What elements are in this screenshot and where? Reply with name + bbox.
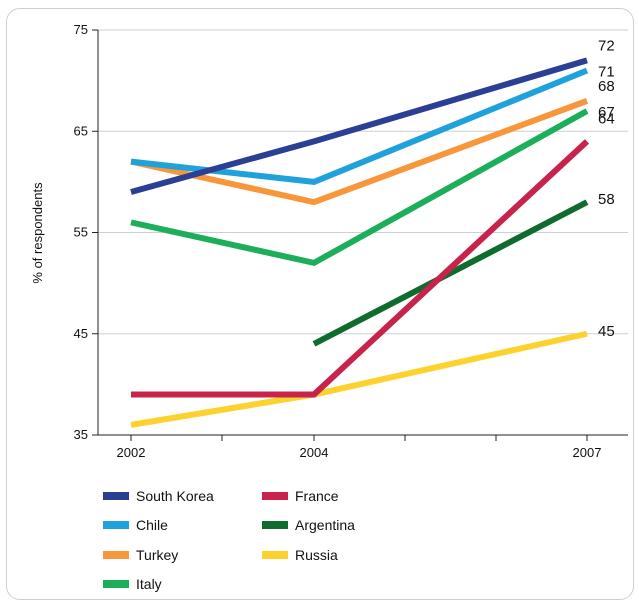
series-line-argentina — [312, 199, 589, 347]
series-line-chile — [130, 67, 589, 185]
x-tick-label: 2002 — [117, 445, 146, 460]
legend-label: Russia — [295, 547, 338, 563]
end-label: 72 — [598, 37, 615, 54]
end-label: 71 — [598, 64, 615, 81]
legend-swatch — [103, 580, 129, 588]
end-label: 58 — [598, 191, 615, 208]
series-line-france — [131, 139, 590, 398]
series-line-italy — [130, 108, 589, 267]
legend-swatch — [103, 492, 129, 500]
legend-label: Chile — [136, 517, 168, 533]
legend-swatch — [262, 492, 288, 500]
legend: South Korea Chile Turkey Italy France Argenti… — [103, 488, 355, 592]
legend-item: Russia — [262, 547, 338, 563]
y-tick-label: 45 — [74, 326, 88, 341]
legend-swatch — [262, 521, 288, 529]
end-label: 67 — [598, 104, 615, 121]
y-tick-label: 75 — [74, 22, 88, 37]
end-label: 64 — [598, 110, 615, 127]
legend-label: Turkey — [136, 547, 178, 563]
series-line-russia — [130, 330, 588, 428]
legend-label: Argentina — [295, 517, 355, 533]
legend-item: France — [262, 488, 339, 504]
legend-swatch — [103, 551, 129, 559]
legend-item: Chile — [103, 517, 168, 533]
y-tick-label: 55 — [74, 225, 88, 240]
x-tick-label: 2007 — [573, 445, 602, 460]
legend-item: Argentina — [262, 517, 355, 533]
legend-label: Italy — [136, 576, 162, 592]
end-label: 68 — [598, 78, 615, 95]
legend-swatch — [103, 521, 129, 529]
series-lines — [130, 57, 590, 428]
legend-label: France — [295, 488, 339, 504]
legend-item: South Korea — [103, 488, 214, 504]
legend-item: Turkey — [103, 547, 178, 563]
end-label: 45 — [598, 323, 615, 340]
legend-swatch — [262, 551, 288, 559]
series-line-south-korea — [130, 57, 588, 195]
y-tick-label: 65 — [74, 123, 88, 138]
y-axis-label: % of respondents — [30, 182, 45, 284]
axes: 35 45 55 65 75 2002 2004 2007 — [74, 22, 628, 460]
x-tick-label: 2004 — [300, 445, 329, 460]
y-tick-label: 35 — [74, 427, 88, 442]
legend-label: South Korea — [136, 488, 214, 504]
legend-item: Italy — [103, 576, 162, 592]
chart-frame — [6, 8, 634, 600]
